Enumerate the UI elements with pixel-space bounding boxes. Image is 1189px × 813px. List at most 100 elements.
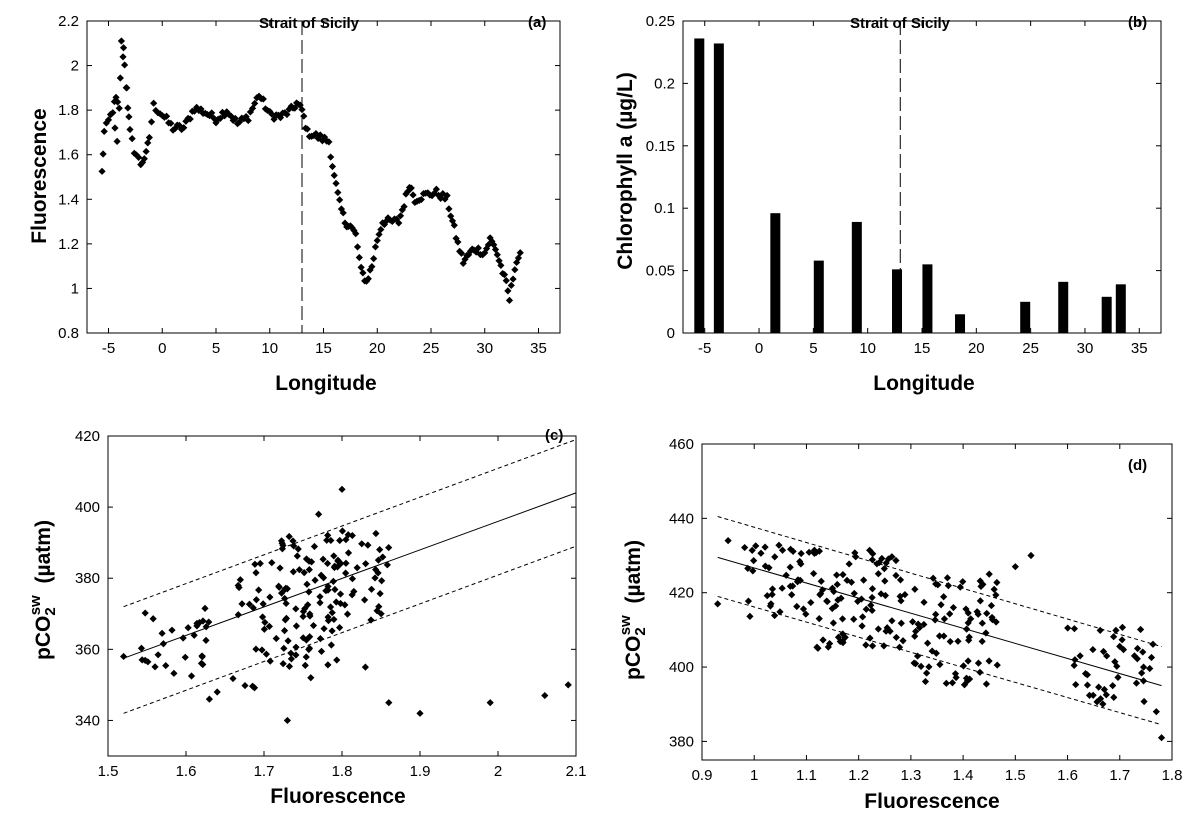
data-point	[771, 553, 779, 561]
data-point	[917, 662, 925, 671]
data-point	[892, 556, 900, 565]
data-point	[385, 699, 393, 707]
data-point	[250, 684, 259, 692]
data-point	[154, 651, 162, 659]
data-point	[985, 657, 993, 665]
data-point	[323, 559, 332, 568]
data-point	[283, 716, 291, 725]
data-point	[838, 637, 847, 645]
data-point	[441, 195, 449, 203]
data-point	[268, 559, 276, 567]
data-point	[897, 597, 905, 605]
data-point	[965, 675, 974, 683]
data-point	[974, 610, 982, 618]
y-tick-label: 420	[669, 585, 694, 602]
data-point	[976, 597, 984, 605]
data-point	[744, 597, 753, 605]
data-point	[854, 597, 862, 605]
data-point	[805, 548, 813, 556]
data-point	[337, 205, 346, 213]
data-point	[875, 558, 883, 567]
data-point	[1118, 636, 1126, 644]
data-point	[315, 510, 323, 518]
data-point	[236, 118, 244, 126]
data-point	[311, 576, 319, 584]
data-point	[332, 179, 340, 187]
bar	[770, 213, 781, 333]
data-point	[974, 659, 983, 667]
x-tick-label: 1.5	[98, 763, 119, 780]
data-point	[802, 610, 810, 618]
data-point	[932, 610, 940, 619]
panel-c-xlabel: Fluorescence	[270, 785, 405, 808]
data-point	[361, 663, 369, 671]
data-point	[187, 672, 196, 680]
data-point	[928, 647, 936, 655]
data-point	[359, 269, 367, 277]
data-point	[307, 674, 315, 682]
data-point	[334, 556, 342, 564]
data-point	[988, 613, 996, 622]
data-point	[316, 635, 325, 643]
data-point	[888, 617, 896, 625]
data-point	[364, 541, 372, 549]
ylabel-base: pCO	[622, 636, 645, 680]
data-point	[964, 657, 972, 665]
y-tick-label: 0.1	[654, 200, 675, 217]
data-point	[1140, 697, 1148, 706]
data-point	[111, 124, 119, 132]
data-point	[100, 127, 108, 135]
data-point	[287, 655, 295, 663]
data-point	[328, 627, 336, 635]
data-point	[372, 529, 380, 538]
data-point	[208, 109, 216, 117]
data-point	[826, 639, 834, 648]
data-point	[107, 111, 115, 119]
data-point	[1112, 626, 1120, 634]
data-point	[124, 104, 132, 112]
data-point	[396, 212, 405, 220]
data-point	[309, 621, 318, 630]
data-point	[978, 619, 986, 627]
data-point	[768, 585, 777, 593]
data-point	[287, 649, 295, 657]
data-point	[456, 247, 464, 255]
data-point	[788, 591, 796, 599]
data-point	[1103, 652, 1111, 660]
data-point	[337, 559, 345, 568]
data-point	[378, 577, 386, 585]
data-point	[843, 576, 851, 584]
data-point	[388, 217, 396, 226]
data-point	[920, 620, 928, 629]
data-point	[967, 615, 975, 623]
data-point	[810, 549, 819, 558]
data-point	[246, 108, 254, 116]
panel-a-tag: (a)	[528, 14, 546, 31]
data-point	[336, 590, 345, 598]
data-point	[241, 681, 249, 690]
data-point	[878, 554, 886, 563]
data-point	[819, 636, 827, 644]
data-point	[935, 632, 944, 640]
data-point	[786, 563, 794, 571]
data-point	[407, 184, 415, 192]
data-point	[1027, 551, 1035, 560]
data-point	[120, 652, 128, 661]
data-point	[268, 110, 276, 118]
data-point	[457, 249, 466, 257]
panel-d-ylabel: pCO2sw (µatm)	[617, 540, 648, 680]
data-point	[746, 612, 754, 620]
data-point	[409, 191, 417, 199]
x-tick-label: 25	[1022, 340, 1039, 357]
panel-d-tag: (d)	[1128, 457, 1147, 474]
data-point	[231, 114, 239, 123]
data-point	[813, 643, 821, 651]
data-point	[324, 531, 332, 539]
data-point	[137, 644, 146, 652]
data-point	[274, 111, 282, 119]
data-point	[186, 115, 194, 123]
y-tick-label: 420	[75, 428, 100, 445]
data-point	[1147, 653, 1156, 662]
data-point	[193, 619, 201, 627]
data-point	[367, 616, 375, 624]
